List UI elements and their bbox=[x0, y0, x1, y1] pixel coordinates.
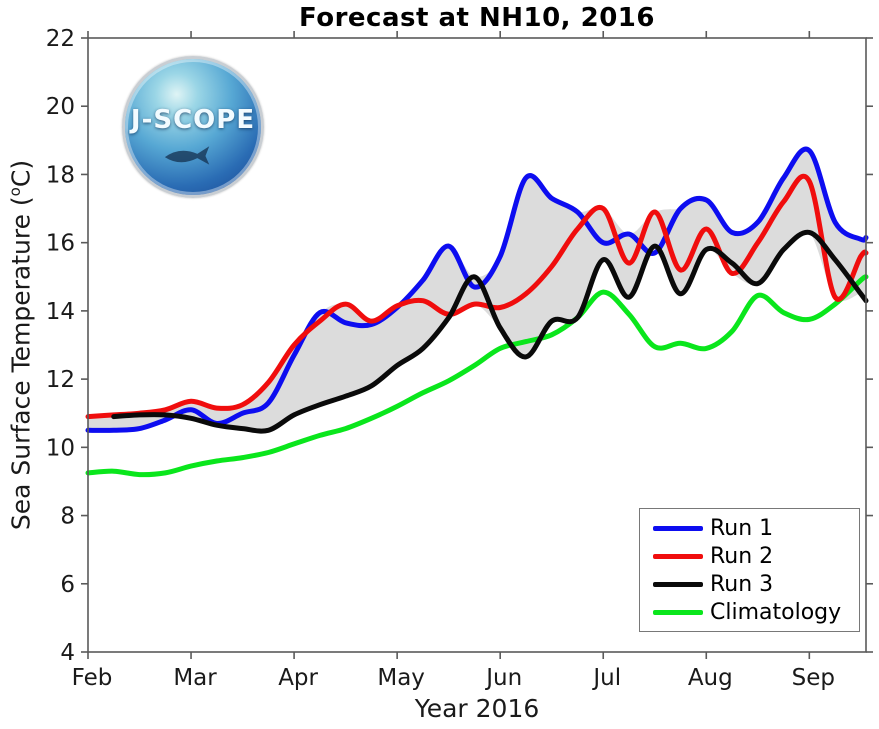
legend-swatch-climatology bbox=[653, 609, 703, 615]
y-axis-label-text: Sea Surface Temperature ( bbox=[6, 196, 36, 531]
x-tick-label: Jul bbox=[591, 665, 621, 691]
axes-frame bbox=[87, 37, 867, 653]
legend-swatch-run2 bbox=[653, 553, 703, 559]
legend-item-run3: Run 3 bbox=[640, 572, 859, 597]
y-tick-label: 14 bbox=[46, 299, 75, 325]
y-tick-label: 10 bbox=[46, 435, 75, 461]
y-tick-label: 18 bbox=[46, 162, 75, 188]
y-tick-label: 22 bbox=[46, 26, 75, 52]
series-line-run-3 bbox=[111, 229, 869, 434]
series-line-run-2 bbox=[85, 173, 869, 420]
x-tick-label: Aug bbox=[688, 665, 733, 691]
y-tick-label: 8 bbox=[60, 504, 75, 530]
x-tick-label: Sep bbox=[792, 665, 835, 691]
y-tick-label: 16 bbox=[46, 231, 75, 257]
jscope-logo-text: J-SCOPE bbox=[130, 105, 256, 135]
series-line-run-1 bbox=[85, 146, 869, 433]
y-tick-label: 12 bbox=[46, 367, 75, 393]
axis-ticks bbox=[81, 31, 873, 659]
legend-item-run1: Run 1 bbox=[640, 516, 859, 541]
legend-label-run1: Run 1 bbox=[710, 515, 774, 541]
y-axis-label: Sea Surface Temperature (oC) bbox=[6, 160, 35, 530]
y-tick-label: 6 bbox=[60, 572, 75, 598]
legend-label-run3: Run 3 bbox=[710, 571, 774, 597]
series-line-climatology bbox=[85, 274, 869, 478]
axis-tick-labels: Feb Mar Apr May Jun Jul Aug Sep 4 6 8 10 12 14 16 18 20 2… bbox=[46, 26, 835, 691]
y-tick-label: 20 bbox=[46, 94, 75, 120]
x-tick-label: Mar bbox=[173, 665, 217, 691]
legend-label-run2: Run 2 bbox=[710, 543, 774, 569]
x-tick-label: Jun bbox=[484, 665, 522, 691]
jscope-logo: J-SCOPE bbox=[122, 56, 264, 198]
legend-label-climatology: Climatology bbox=[710, 599, 842, 625]
x-tick-label: Apr bbox=[278, 665, 318, 691]
chart-title: Forecast at NH10, 2016 bbox=[299, 3, 655, 33]
y-tick-label: 4 bbox=[60, 640, 75, 666]
y-axis-label-close: C) bbox=[6, 159, 36, 188]
legend: Run 1 Run 2 Run 3 Climatology bbox=[639, 508, 860, 632]
y-axis-label-sup: o bbox=[6, 187, 24, 197]
x-tick-label: May bbox=[377, 665, 425, 691]
legend-item-run2: Run 2 bbox=[640, 544, 859, 569]
legend-swatch-run3 bbox=[653, 581, 703, 587]
fish-icon bbox=[164, 146, 210, 165]
legend-swatch-run1 bbox=[653, 525, 703, 531]
x-tick-label: Feb bbox=[72, 665, 113, 691]
x-axis-label: Year 2016 bbox=[414, 694, 540, 723]
legend-item-climatology: Climatology bbox=[640, 600, 859, 625]
